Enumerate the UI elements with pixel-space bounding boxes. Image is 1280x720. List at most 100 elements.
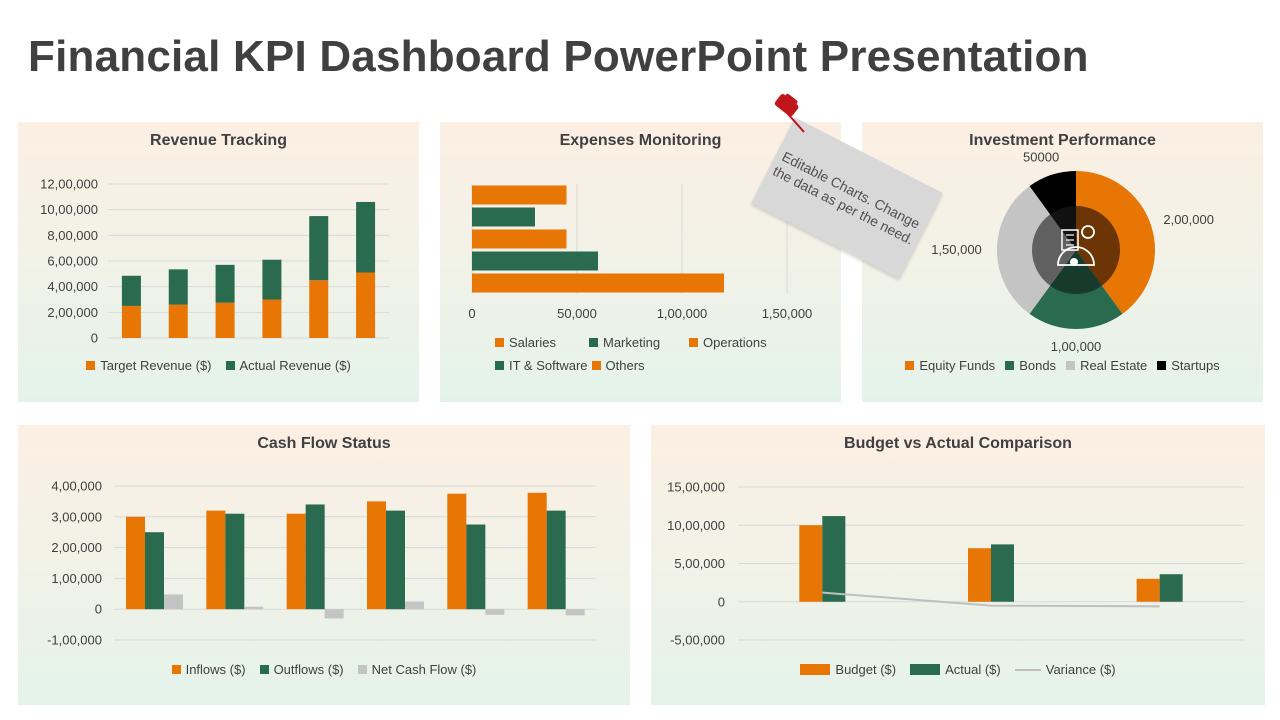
bar-actual-revenue [262,259,282,300]
x-tick-label: 1,50,000 [762,306,813,321]
inner-slice [1050,206,1076,250]
bar-marketing [472,207,535,227]
inner-slice [1050,250,1102,294]
bar-target-revenue [262,299,282,338]
bar-operations [472,229,567,249]
legend-label: Marketing [603,335,661,350]
legend-label: IT & Software [509,358,588,373]
expenses-legend: Salaries Marketing Operations IT & Softw… [490,335,790,373]
gear-icon [1081,225,1095,239]
bar-actual-revenue [168,269,188,305]
bar-salaries [472,185,567,205]
legend-item-outflows: Outflows ($) [259,662,344,677]
legend-item-salaries: Salaries [495,335,581,350]
bar-net-cash-flow [405,601,424,610]
budget-legend: Budget ($) Actual ($) Variance ($) [651,662,1265,677]
expenses-chart: 0 50,000 1,00,000 1,50,000 [468,184,813,321]
y-tick-label: -5,00,000 [670,633,725,648]
page-title: Financial KPI Dashboard PowerPoint Prese… [28,32,1089,81]
real-estate-swatch [1066,361,1076,370]
cashflow-chart: -1,00,000 0 1,00,000 2,00,000 3,00,000 4,00,0… [47,479,596,648]
legend-label: Salaries [509,335,556,350]
legend-item-it-software: IT & Software [495,358,588,373]
it-software-swatch [495,361,504,370]
bar-actual-revenue [356,201,376,273]
y-tick-label: 5,00,000 [674,556,725,571]
gauge-arc [1057,246,1095,266]
bar-target-revenue [121,305,141,338]
legend-label: Actual ($) [945,662,1001,677]
legend-item-bonds: Bonds [1005,358,1056,373]
revenue-legend: Target Revenue ($) Actual Revenue ($) [18,358,419,373]
bar-inflows [206,510,226,610]
bonds-swatch [1005,361,1015,370]
legend-label: Inflows ($) [185,662,246,677]
legend-label: Operations [703,335,767,350]
revenue-chart-title: Revenue Tracking [150,132,287,149]
cashflow-chart-title: Cash Flow Status [257,435,391,452]
bar-outflows [225,513,245,610]
y-tick-label: 0 [95,602,102,617]
y-tick-label: 4,00,000 [51,479,102,494]
legend-item-equity-funds: Equity Funds [905,358,995,373]
bar-outflows [546,510,566,610]
legend-item-net-cash-flow: Net Cash Flow ($) [357,662,477,677]
investment-chart-title: Investment Performance [969,132,1156,149]
bar-inflows [286,513,306,610]
y-tick-label: 2,00,000 [51,540,102,555]
legend-label: Bonds [1019,358,1057,373]
bar-actual-revenue [121,275,141,306]
revenue-tracking-panel: Revenue Tracking 0 2,00,000 4,00,000 6,00,0… [18,122,419,402]
bar-inflows [527,492,547,610]
outflows-swatch [259,665,269,674]
bar-outflows [466,524,486,610]
dollar-coin [1070,258,1078,266]
report-sheet [1061,229,1079,251]
bar-outflows [305,504,325,610]
bar-it-software [472,251,598,271]
legend-item-others: Others [591,358,645,373]
marketing-swatch [589,338,598,347]
legend-label: Net Cash Flow ($) [371,662,477,677]
legend-label: Actual Revenue ($) [239,358,351,373]
y-tick-label: 10,00,000 [40,202,98,217]
legend-label: Others [605,358,645,373]
bar-inflows [367,501,386,610]
legend-label: Equity Funds [919,358,996,373]
y-tick-label: 8,00,000 [47,228,98,243]
bar-net-cash-flow [324,609,344,619]
salaries-swatch [495,338,504,347]
data-label: 2,00,000 [1163,212,1214,227]
budget-vs-actual-panel: Budget vs Actual Comparison -5,00,000 0 5,… [651,425,1265,705]
legend-label: Target Revenue ($) [100,358,212,373]
y-tick-label: -1,00,000 [47,633,102,648]
legend-label: Real Estate [1080,358,1148,373]
legend-item-marketing: Marketing [589,335,689,350]
bar-target-revenue [309,280,329,338]
actual-revenue-swatch [225,361,235,370]
legend-item-target-revenue: Target Revenue ($) [86,358,212,373]
push-pin-icon [774,93,805,133]
investment-chart: 2,00,000 1,00,000 1,50,000 50000 [931,150,1214,354]
operations-swatch [689,338,698,347]
inner-slice [1032,214,1076,286]
bar-budget [799,525,823,602]
legend-item-variance: Variance ($) [1014,662,1116,677]
y-tick-label: 1,00,000 [51,571,102,586]
bar-outflows [386,510,405,610]
bar-target-revenue [168,304,188,338]
equity-funds-swatch [905,361,915,370]
investment-performance-panel: Investment Performance 2,00,000 1,00,000 1… [862,122,1263,402]
legend-item-operations: Operations [689,335,767,350]
bar-actual-revenue [215,264,235,303]
bar-net-cash-flow [565,609,585,616]
target-revenue-swatch [86,361,96,370]
legend-label: Startups [1171,358,1220,373]
bar-net-cash-flow [244,606,264,610]
net-cash-flow-swatch [357,665,367,674]
bar-actual [991,544,1014,602]
bar-net-cash-flow [164,594,183,610]
bar-actual [1159,574,1183,602]
data-label: 1,50,000 [931,242,982,257]
bar-others [472,273,724,293]
